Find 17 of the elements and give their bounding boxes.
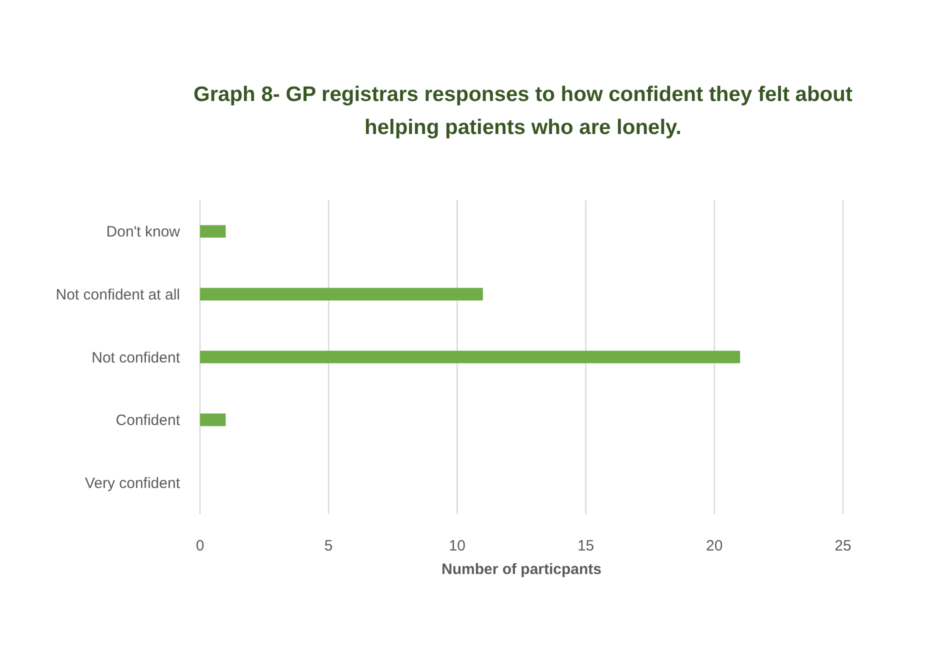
chart-title: Graph 8- GP registrars responses to how confident they felt about helping patients who are lonely.	[192, 82, 854, 141]
x-axis-title: Number of particpants	[441, 561, 602, 578]
y-tick-label: Confident	[116, 412, 181, 430]
x-tick-label: 5	[324, 538, 333, 555]
bar	[200, 225, 226, 238]
x-tick-label: 15	[577, 538, 594, 555]
bar	[200, 350, 740, 364]
y-tick-label: Don't know	[106, 224, 180, 241]
bar	[200, 288, 483, 300]
x-tick-label: 0	[196, 538, 204, 555]
y-tick-label: Very confident	[84, 474, 181, 492]
x-tick-label: 10	[448, 538, 466, 555]
x-tick-label: 20	[706, 538, 723, 555]
y-tick-label: Not confident at all	[56, 286, 180, 304]
bar	[200, 414, 226, 426]
y-tick-label: Not confident	[92, 349, 181, 366]
x-tick-label: 25	[834, 538, 852, 555]
